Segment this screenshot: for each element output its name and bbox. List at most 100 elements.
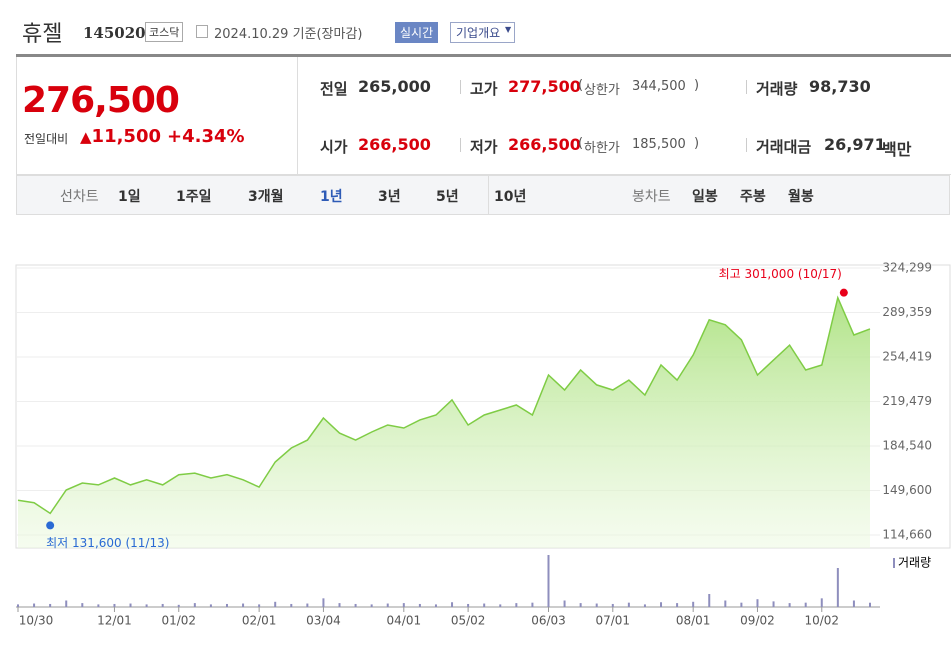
company-label: 기업개요 bbox=[456, 26, 501, 40]
cell-label: 전일 bbox=[320, 80, 348, 98]
stock-name: 휴젤 bbox=[22, 22, 63, 47]
cell-sub-label: 상한가 bbox=[584, 83, 620, 98]
volume-bar bbox=[209, 604, 212, 607]
volume-bar bbox=[451, 602, 454, 607]
volume-bar bbox=[418, 603, 421, 607]
x-tick-label: 09/02 bbox=[740, 614, 775, 628]
price-line bbox=[17, 295, 871, 515]
volume-bar bbox=[402, 603, 405, 607]
volume-bar bbox=[322, 598, 325, 607]
cell-label: 거래량 bbox=[756, 80, 798, 98]
high-marker bbox=[839, 288, 848, 297]
volume-bar bbox=[499, 604, 502, 607]
tab-separator bbox=[488, 175, 489, 215]
cell-value: 26,971 bbox=[824, 135, 886, 154]
quote-panel bbox=[16, 57, 951, 175]
cell-label: 저가 bbox=[470, 138, 498, 156]
volume-bar bbox=[692, 601, 695, 607]
low-label: 최저 131,600 (11/13) bbox=[46, 536, 169, 550]
paren: ) bbox=[694, 78, 700, 93]
volume-bar bbox=[145, 604, 148, 607]
cell-value: 277,500 bbox=[508, 77, 581, 96]
x-tick-label: 03/04 bbox=[306, 614, 341, 628]
volume-bar bbox=[836, 568, 839, 607]
volume-bar bbox=[338, 603, 341, 607]
y-tick-label: 254,419 bbox=[882, 350, 932, 364]
high-label: 최고 301,000 (10/17) bbox=[719, 267, 842, 281]
change-value: 11,500 bbox=[91, 126, 162, 147]
volume-bar bbox=[242, 603, 245, 607]
cell-divider bbox=[460, 138, 461, 152]
y-tick-label: 149,600 bbox=[882, 483, 932, 497]
calendar-icon bbox=[196, 25, 208, 38]
volume-bar bbox=[595, 603, 598, 607]
tab[interactable]: 1년 bbox=[320, 189, 343, 205]
volume-bar bbox=[258, 604, 261, 607]
volume-bar bbox=[547, 555, 550, 607]
tab[interactable]: 일봉 bbox=[692, 189, 718, 205]
volume-bar bbox=[193, 603, 196, 607]
cell-unit: 백만 bbox=[882, 140, 912, 159]
cell-divider bbox=[746, 138, 747, 152]
tab[interactable]: 10년 bbox=[494, 189, 527, 205]
tab[interactable]: 주봉 bbox=[740, 189, 766, 205]
y-tick-label: 114,660 bbox=[882, 528, 932, 542]
cell-divider bbox=[460, 80, 461, 94]
company-button[interactable]: 기업개요 ▼ bbox=[450, 22, 516, 43]
volume-bar bbox=[820, 598, 823, 607]
tab[interactable]: 1일 bbox=[118, 189, 141, 205]
cell-value: 98,730 bbox=[809, 77, 871, 96]
tab-label: 선차트 bbox=[60, 189, 99, 205]
volume-bar bbox=[740, 602, 743, 607]
date: 2024.10.29 기준(장마감) bbox=[214, 27, 363, 42]
volume-bar bbox=[225, 603, 228, 607]
low-marker bbox=[46, 521, 55, 530]
area bbox=[18, 297, 870, 548]
tab[interactable]: 5년 bbox=[436, 189, 459, 205]
x-tick-label: 07/01 bbox=[595, 614, 630, 628]
volume-bar bbox=[804, 602, 807, 607]
volume-bar bbox=[772, 601, 775, 607]
cell-sub-value: 344,500 bbox=[632, 79, 686, 94]
x-tick-label: 06/03 bbox=[531, 614, 566, 628]
volume-legend-mark bbox=[893, 558, 895, 568]
volume-bar bbox=[354, 603, 357, 607]
paren: ) bbox=[694, 136, 700, 151]
x-tick-label: 01/02 bbox=[161, 614, 196, 628]
volume-bar bbox=[724, 600, 727, 607]
volume-bar bbox=[531, 602, 534, 607]
volume-bar bbox=[113, 603, 116, 607]
price: 276,500 bbox=[22, 80, 180, 121]
volume-bar bbox=[788, 603, 791, 607]
tab[interactable]: 1주일 bbox=[176, 189, 212, 205]
cell-value: 265,000 bbox=[358, 77, 431, 96]
volume-bar bbox=[483, 603, 486, 607]
realtime-button[interactable]: 실시간 bbox=[395, 22, 439, 43]
cell-value: 266,500 bbox=[358, 135, 431, 154]
tab[interactable]: 월봉 bbox=[788, 189, 814, 205]
volume-legend: 거래량 bbox=[898, 556, 931, 570]
volume-bar bbox=[274, 601, 277, 607]
volume-bar bbox=[627, 602, 630, 607]
tab[interactable]: 3개월 bbox=[248, 189, 284, 205]
cell-label: 거래대금 bbox=[756, 138, 812, 156]
cell-label: 시가 bbox=[320, 138, 348, 156]
volume-bar bbox=[660, 602, 663, 607]
volume-bar bbox=[81, 603, 84, 607]
x-tick-label: 04/01 bbox=[387, 614, 422, 628]
volume-bar bbox=[611, 603, 614, 607]
volume-bar bbox=[676, 603, 679, 607]
paren: ( bbox=[578, 136, 584, 151]
volume-bar bbox=[49, 603, 52, 607]
chart: 거래량 114,660 149,600 184,540 219,479 254,419 2… bbox=[15, 261, 951, 628]
change-label: 전일대비 bbox=[24, 132, 69, 146]
volume-bar bbox=[129, 603, 132, 607]
y-tick-label: 324,299 bbox=[882, 261, 932, 275]
volume-bar bbox=[370, 604, 373, 607]
volume-bar bbox=[852, 600, 855, 607]
x-tick-label: 02/01 bbox=[242, 614, 277, 628]
cell-sub-label: 하한가 bbox=[584, 141, 620, 156]
volume-bar bbox=[161, 603, 164, 607]
volume-bar bbox=[515, 603, 518, 607]
tab[interactable]: 3년 bbox=[378, 189, 401, 205]
